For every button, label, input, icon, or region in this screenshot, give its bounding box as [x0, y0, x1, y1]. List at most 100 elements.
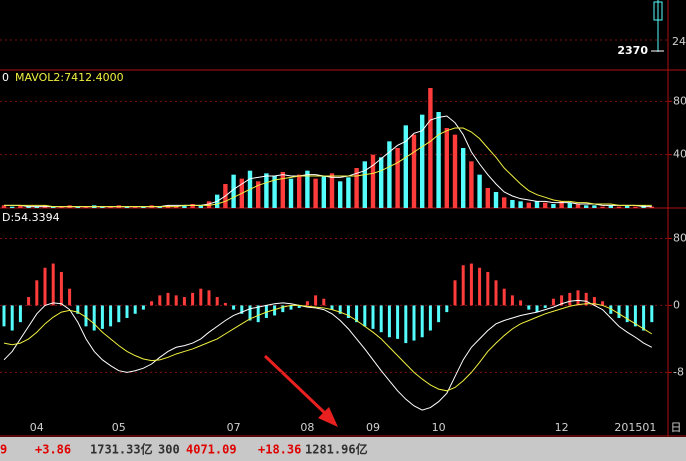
macd-bar — [633, 305, 637, 327]
status-text: +3.86 — [35, 443, 71, 457]
volume-bar — [83, 206, 89, 208]
arrow-shaft — [263, 354, 330, 418]
y-tick-label: 80 — [673, 231, 686, 244]
volume-bar — [436, 112, 441, 208]
macd-bar — [650, 305, 654, 323]
volume-bar — [133, 206, 138, 208]
macd-bar — [355, 305, 359, 323]
macd-bar — [322, 298, 326, 306]
volume-bar — [592, 205, 597, 208]
x-tick-label: 08 — [300, 421, 314, 434]
volume-bar — [420, 114, 425, 208]
volume-bar — [395, 148, 400, 208]
x-tick-label: 07 — [227, 421, 241, 434]
volume-bar — [600, 206, 605, 208]
x-tick-label: 09 — [366, 421, 380, 434]
arrow — [263, 354, 338, 427]
macd-bar — [494, 280, 498, 306]
volume-bar — [59, 206, 64, 208]
status-texts: 9 +3.86 1731.33亿 300 4071.09 +18.36 1281.96亿 — [0, 442, 368, 457]
volume-bar — [379, 157, 384, 208]
macd-bar — [387, 305, 391, 338]
macd-bar — [437, 305, 441, 323]
macd-bar — [133, 305, 137, 314]
macd-bar — [18, 305, 22, 323]
volume-bar — [100, 206, 105, 208]
volume-bar — [625, 205, 630, 208]
volume-bar — [510, 200, 515, 208]
volume-bar — [190, 204, 195, 208]
line — [3, 303, 653, 392]
status-text: 9 — [0, 443, 7, 457]
x-tick-label: 05 — [112, 421, 126, 434]
macd-bar — [601, 301, 605, 306]
status-text: +18.36 — [258, 443, 301, 457]
volume-bar — [518, 201, 523, 208]
volume-bar — [469, 161, 474, 208]
macd-bar — [174, 295, 178, 306]
macd-bar — [469, 263, 473, 306]
legend-label: 0 — [2, 71, 9, 84]
macd-bar — [125, 305, 129, 318]
y-tick-label: 80 — [673, 94, 686, 107]
x-tick-label: 10 — [432, 421, 446, 434]
volume-bar — [1, 205, 7, 208]
volume-bar — [329, 173, 335, 208]
macd-bar — [379, 305, 383, 333]
volume-bar — [649, 206, 654, 208]
macd-bar — [519, 300, 523, 306]
macd-bar — [625, 305, 629, 323]
volume-bar — [346, 177, 351, 208]
legend-label: D:54.3394 — [2, 211, 60, 224]
macd-bar — [232, 305, 236, 310]
volume-bar — [10, 206, 15, 208]
macd-bar — [592, 297, 596, 306]
macd-bar — [182, 297, 186, 306]
macd-bar — [445, 305, 449, 313]
x-tick-label: 201501 — [614, 421, 656, 434]
volume-bar — [313, 178, 318, 208]
macd-bar — [584, 292, 588, 306]
x-tick-label: 04 — [30, 421, 44, 434]
y-tick-label: 24 — [672, 35, 686, 48]
macd-bar — [2, 305, 6, 327]
volume-bar — [534, 201, 540, 208]
macd-bar — [92, 305, 96, 331]
volume-bar — [567, 202, 572, 208]
macd-bar — [617, 305, 621, 318]
volume-bar — [551, 204, 556, 208]
volume-bar — [288, 178, 294, 208]
macd-bar — [338, 305, 342, 314]
volume-bar — [362, 161, 367, 208]
arrow-head — [318, 407, 338, 427]
macd-bar — [297, 305, 301, 308]
macd-bar — [371, 305, 375, 329]
macd-bar — [346, 305, 350, 318]
volume-bar — [305, 170, 310, 208]
volume-bar — [174, 206, 179, 208]
volume-bar — [444, 128, 449, 208]
macd-bar — [109, 305, 113, 327]
price-panel: 2370 24 — [0, 0, 686, 71]
macd-bar — [281, 305, 285, 313]
macd-bar — [223, 302, 227, 306]
volume-bar — [526, 202, 531, 208]
day-button[interactable]: 日 — [671, 421, 682, 434]
macd-bar — [642, 305, 646, 331]
volume-bar — [338, 181, 343, 208]
volume-bar — [297, 174, 302, 208]
volume-bar — [502, 197, 507, 208]
macd-bar — [461, 265, 465, 306]
volume-bar — [18, 205, 23, 208]
macd-bar — [150, 301, 154, 306]
macd-bar — [453, 280, 457, 306]
volume-bar — [428, 88, 433, 208]
macd-bar — [84, 305, 88, 327]
volume-bar — [231, 174, 236, 208]
macd-bar — [273, 305, 277, 316]
macd-bar — [199, 288, 203, 306]
volume-bar — [575, 204, 581, 208]
volume-bar — [411, 134, 417, 208]
volume-bar — [272, 176, 277, 208]
macd-bar — [305, 301, 309, 306]
